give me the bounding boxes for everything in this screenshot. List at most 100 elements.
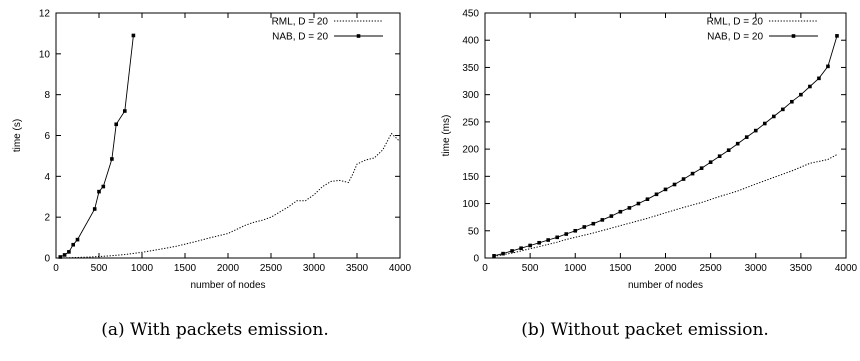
chart-a-xtick-label: 4000 <box>389 263 412 274</box>
chart-a-xtick-label: 2500 <box>260 263 283 274</box>
chart-b-nab-point <box>537 240 541 245</box>
chart-a-xtick-label: 3000 <box>303 263 326 274</box>
chart-b-xtick-label: 2000 <box>654 263 677 274</box>
chart-b-legend-label-nab: NAB, D = 20 <box>707 32 763 43</box>
chart-b-ytick-label: 250 <box>462 117 479 128</box>
chart-b-nab-point <box>492 254 496 258</box>
chart-b-nab-point <box>772 114 776 119</box>
chart-panel-b: 0 500 1000 1500 2000 2500 3000 3500 4000 0 50 100 15… <box>430 0 860 361</box>
chart-b-nab-point <box>564 232 569 236</box>
chart-a-xtick-label: 2000 <box>217 263 240 274</box>
chart-b-ytick-label: 100 <box>462 199 479 210</box>
chart-a: 0 500 1000 1500 2000 2500 3000 3500 4000 0 2 4 6 8 10 1… <box>12 9 412 292</box>
caption-b: (b) Without packet emission. <box>521 320 769 340</box>
chart-b-nab-point <box>708 160 713 164</box>
chart-b-nab-point <box>799 92 803 97</box>
chart-a-nab-point <box>71 242 75 247</box>
chart-b-nab-point <box>781 107 785 112</box>
chart-b-legend-label-rml: RML, D = 20 <box>707 17 764 28</box>
chart-a-nab-point <box>114 122 118 127</box>
caption-a: (a) With packets emission. <box>101 320 329 340</box>
chart-a-legend-marker-nab <box>356 34 361 38</box>
chart-b-xtick-label: 3000 <box>745 263 768 274</box>
chart-panel-a: 0 500 1000 1500 2000 2500 3000 3500 4000 0 2 4 6 8 10 1… <box>12 9 412 341</box>
chart-b-ytick-label: 150 <box>462 172 479 183</box>
chart-b-nab-point <box>654 192 659 197</box>
chart-a-legend-label-nab: NAB, D = 20 <box>272 32 328 43</box>
chart-b-series-rml-line <box>493 154 838 257</box>
chart-a-ytick-label: 4 <box>44 172 50 183</box>
chart-a-xtick-label: 500 <box>91 263 108 274</box>
chart-b: 0 500 1000 1500 2000 2500 3000 3500 4000 0 50 100 15… <box>441 9 858 292</box>
chart-a-nab-point <box>97 189 101 194</box>
chart-b-xtick-label: 500 <box>522 263 539 274</box>
chart-b-nab-point <box>528 243 532 248</box>
chart-a-ytick-label: 0 <box>44 254 50 265</box>
chart-b-ytick-label: 300 <box>462 90 479 101</box>
chart-a-nab-point <box>67 250 71 254</box>
chart-b-nab-point <box>735 141 740 146</box>
chart-b-xtick-label: 3500 <box>790 263 813 274</box>
chart-b-ytick-label: 0 <box>473 254 479 265</box>
chart-b-ytick-label: 350 <box>462 63 479 74</box>
chart-a-ytick-label: 6 <box>44 131 50 142</box>
chart-b-nab-point <box>690 171 695 176</box>
chart-b-nab-point <box>573 228 578 233</box>
chart-b-xtick-label: 0 <box>482 263 488 274</box>
chart-b-nab-point <box>591 221 596 226</box>
chart-b-nab-point <box>717 154 722 158</box>
chart-b-xtick-label: 1000 <box>564 263 587 274</box>
chart-b-nab-point <box>744 135 749 139</box>
chart-b-nab-point <box>636 201 641 206</box>
chart-b-nab-point <box>510 249 514 253</box>
chart-a-legend-label-rml: RML, D = 20 <box>272 17 329 28</box>
chart-b-nab-point <box>519 246 523 250</box>
chart-a-nab-point <box>101 184 106 189</box>
chart-b-ytick-label: 50 <box>468 226 480 237</box>
chart-b-nab-point <box>501 251 505 256</box>
chart-b-plot-frame <box>484 12 847 259</box>
chart-a-ytick-label: 2 <box>44 213 50 224</box>
chart-b-nab-point <box>645 197 650 201</box>
chart-b-ytick-label: 200 <box>462 145 479 156</box>
chart-a-xtick-label: 1500 <box>174 263 197 274</box>
chart-a-nab-point <box>92 207 97 211</box>
chart-a-xtick-label: 3500 <box>346 263 369 274</box>
chart-b-nab-point <box>699 166 704 170</box>
chart-b-nab-point <box>663 187 668 192</box>
chart-b-nab-point <box>609 214 614 218</box>
chart-a-ytick-label: 10 <box>39 49 51 60</box>
chart-b-ytick-label: 450 <box>462 9 479 20</box>
chart-a-ylabel: time (s) <box>12 119 23 152</box>
chart-a-nab-point <box>110 157 114 161</box>
chart-a-ytick-label: 8 <box>44 90 50 101</box>
chart-a-nab-point <box>58 255 63 259</box>
chart-b-nab-point <box>582 225 587 229</box>
chart-b-legend-marker-nab <box>791 34 796 38</box>
chart-a-xtick-label: 1000 <box>131 263 154 274</box>
chart-b-nab-point <box>726 148 731 152</box>
chart-b-nab-point <box>618 209 623 214</box>
chart-b-nab-point <box>762 121 767 126</box>
chart-b-nab-point <box>808 84 812 89</box>
chart-b-nab-point <box>600 218 605 222</box>
chart-b-xlabel: number of nodes <box>628 280 703 291</box>
chart-b-ytick-label: 400 <box>462 36 479 47</box>
chart-a-plot-frame <box>55 12 401 259</box>
chart-b-nab-point <box>681 177 686 181</box>
chart-b-nab-point <box>826 64 830 69</box>
chart-b-nab-point <box>790 99 794 104</box>
chart-a-series-rml-line <box>60 132 401 259</box>
chart-a-nab-point <box>131 33 136 38</box>
chart-b-series-nab-line <box>493 35 838 257</box>
chart-b-xtick-label: 1500 <box>609 263 632 274</box>
chart-b-nab-point <box>817 76 821 81</box>
chart-b-xtick-label: 2500 <box>700 263 723 274</box>
chart-b-nab-point <box>627 206 632 210</box>
chart-a-ytick-label: 12 <box>39 9 51 20</box>
chart-a-series-nab-line <box>60 35 134 258</box>
chart-b-nab-point <box>546 238 550 242</box>
chart-a-xlabel: number of nodes <box>190 280 265 291</box>
chart-b-nab-point <box>753 128 758 133</box>
chart-a-nab-point <box>123 109 127 113</box>
